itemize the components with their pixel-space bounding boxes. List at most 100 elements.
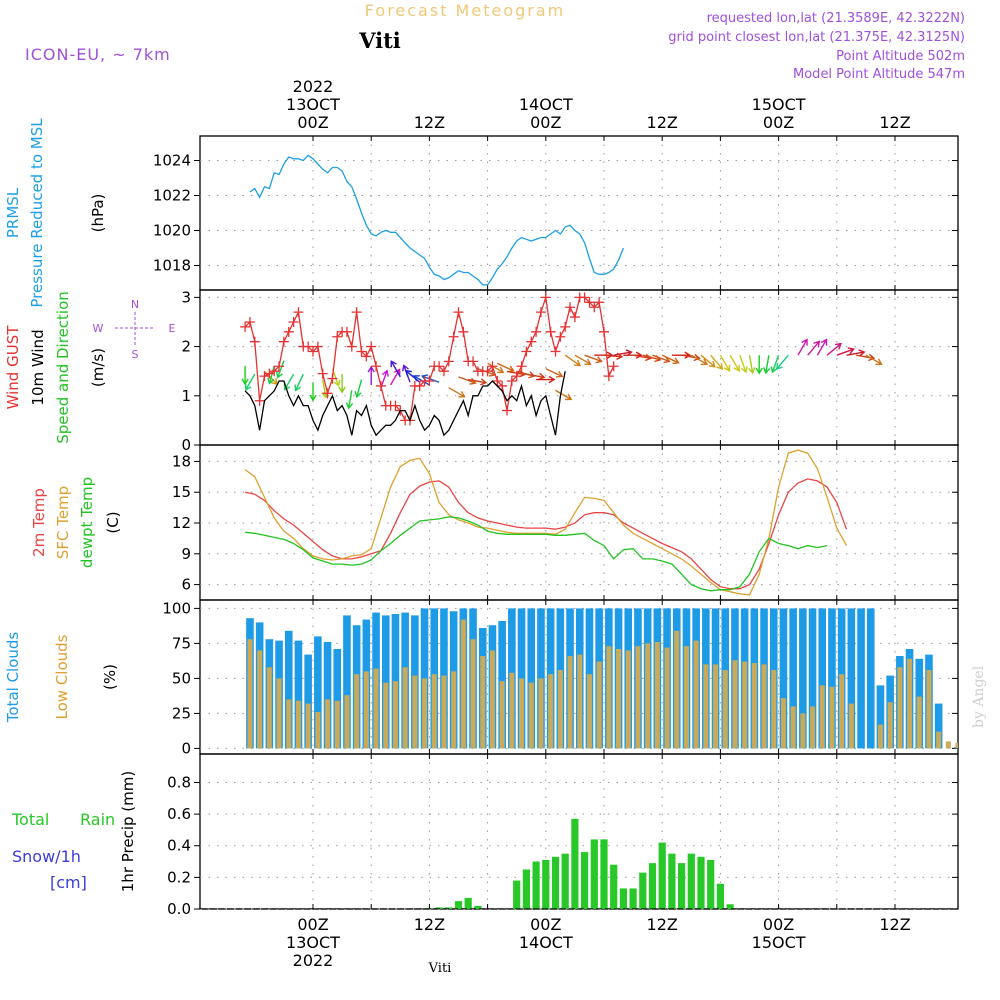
- top-date-label: 15OCT: [752, 95, 806, 114]
- gust-marker: [535, 307, 546, 318]
- gust-marker: [249, 336, 260, 347]
- wind-arrow-head: [775, 362, 783, 371]
- wind-arrow-head: [338, 386, 346, 394]
- data-area: [200, 818, 958, 909]
- gust-marker: [531, 326, 542, 337]
- gust-marker: [341, 326, 352, 337]
- wind-arrow-head: [708, 360, 716, 368]
- y-axis-label: (m/s): [89, 348, 107, 387]
- precip-bar: [658, 842, 666, 909]
- wind-arrow-head: [267, 377, 275, 385]
- top-hour-label: 12Z: [879, 113, 910, 132]
- gust-marker: [506, 376, 517, 387]
- total-cloud-bar: [333, 649, 342, 749]
- gust-marker: [244, 316, 255, 327]
- wind-arrow-head: [556, 370, 564, 378]
- y-tick-label: 1: [181, 387, 191, 405]
- low-cloud-bar: [635, 646, 641, 749]
- model-altitude: Model Point Altitude 547m: [793, 67, 965, 82]
- gust-marker: [317, 368, 328, 379]
- gust-marker: [259, 371, 270, 382]
- gust-marker: [560, 321, 571, 332]
- gust-marker: [497, 380, 508, 391]
- wind-arrow: [564, 354, 581, 367]
- low-cloud-bar: [577, 654, 583, 749]
- wind-arrow: [295, 373, 304, 391]
- wind-arrow-head: [868, 353, 876, 362]
- wind-arrow: [836, 348, 854, 356]
- wind-arrow: [380, 370, 388, 388]
- precip-bar: [639, 872, 647, 909]
- total-cloud-bar: [808, 608, 817, 749]
- low-cloud-bar: [606, 646, 612, 749]
- total-cloud-bar: [343, 615, 351, 749]
- precip-bar: [513, 880, 521, 909]
- total-cloud-bar: [934, 703, 943, 749]
- y-tick-label: 1020: [153, 222, 191, 240]
- low-cloud-bar: [295, 700, 301, 749]
- wind-arrow-head: [548, 375, 556, 384]
- gust-marker: [589, 302, 600, 313]
- low-cloud-bar: [771, 670, 777, 749]
- low-cloud-bar: [810, 706, 816, 749]
- gust-marker: [569, 312, 580, 323]
- total-cloud-bar: [799, 608, 807, 749]
- wind-arrow: [642, 354, 661, 361]
- low-cloud-bar: [848, 703, 854, 749]
- footer-station: Viti: [428, 961, 452, 976]
- wind-arrow-head: [663, 356, 671, 364]
- y-tick-label: 50: [172, 669, 191, 687]
- legend-cm: [cm]: [50, 873, 87, 892]
- wind-arrow: [405, 370, 421, 383]
- low-cloud-bar: [460, 619, 466, 749]
- gust-marker: [254, 395, 265, 406]
- gust-marker: [434, 361, 445, 372]
- gust-marker: [502, 405, 512, 416]
- wind-arrow-head: [309, 394, 317, 402]
- wind-arrow-head: [244, 383, 252, 391]
- y-axis-label: dewpt Temp: [78, 477, 96, 568]
- low-cloud-bar: [334, 700, 340, 749]
- precip-bar: [726, 904, 734, 909]
- total-cloud-bar: [818, 608, 827, 749]
- low-cloud-bar: [887, 702, 893, 749]
- wind-arrow-head: [820, 338, 828, 346]
- precip-bar: [600, 839, 608, 909]
- y-tick-label: 18: [172, 452, 191, 470]
- bottom-hour-label: 00Z: [763, 915, 794, 934]
- gust-marker: [448, 331, 459, 342]
- wind-arrow: [268, 365, 275, 384]
- wind-arrow-head: [565, 393, 573, 401]
- wind-arrow-head: [644, 353, 653, 362]
- requested-coords: requested lon,lat (21.3589E, 42.3222N): [707, 11, 965, 26]
- low-cloud-bar: [703, 664, 709, 749]
- y-tick-label: 0.4: [167, 837, 191, 855]
- compass-west: W: [93, 322, 104, 335]
- gust-marker: [351, 307, 362, 318]
- low-cloud-bar: [392, 681, 398, 749]
- top-date-label: 13OCT: [286, 95, 340, 114]
- y-axis-label: 1hr Precip (mm): [119, 771, 137, 892]
- low-cloud-bar: [441, 675, 447, 749]
- y-tick-label: 1018: [153, 257, 191, 275]
- top-hour-label: 12Z: [414, 113, 445, 132]
- data-area: [246, 608, 958, 749]
- wind-arrow: [765, 355, 770, 374]
- low-cloud-bar: [829, 686, 835, 749]
- y-tick-label: 0: [181, 436, 191, 454]
- low-cloud-bar: [751, 663, 757, 749]
- wind-compass: N W E S: [93, 298, 176, 361]
- point-altitude: Point Altitude 502m: [836, 49, 965, 64]
- gust-marker: [468, 356, 479, 367]
- low-cloud-bar: [470, 639, 476, 749]
- panel-clouds: 0 25 50 75 100 Total Clouds Low Clouds (%): [4, 599, 959, 757]
- y-axis-label: (%): [101, 664, 119, 690]
- wind-arrow: [545, 368, 563, 377]
- precip-bar: [464, 897, 472, 909]
- gust-marker: [312, 341, 323, 352]
- gust-marker: [599, 326, 609, 337]
- wind-arrow-head: [762, 367, 771, 375]
- wind-arrow-head: [755, 367, 763, 375]
